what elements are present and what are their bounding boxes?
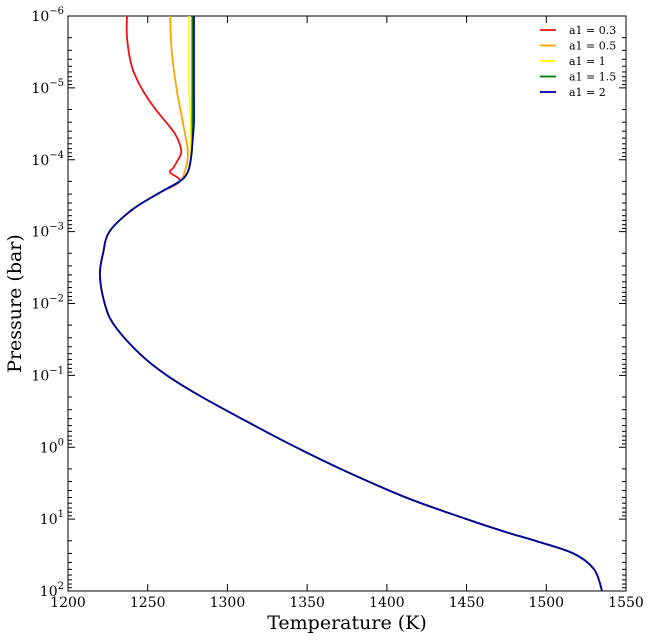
legend-item: a1 = 1.5: [540, 71, 616, 84]
x-tick-label: 1300: [210, 595, 246, 611]
x-tick-label: 1350: [289, 595, 325, 611]
series-line-a1-1: [98, 15, 603, 592]
major-ticks: [67, 15, 627, 592]
legend-label: a1 = 1.5: [569, 71, 616, 84]
plot-frame: [67, 15, 627, 592]
y-tick-label: 10−2: [31, 294, 64, 313]
x-tick-label: 1400: [369, 595, 405, 611]
y-tick-label: 10−1: [31, 365, 64, 384]
x-tick-label: 1450: [449, 595, 485, 611]
y-tick-label: 10−6: [31, 6, 64, 25]
y-tick-label: 10−5: [31, 78, 64, 97]
y-tick-label: 102: [40, 581, 64, 600]
y-axis-title: Pressure (bar): [4, 234, 26, 373]
series-line-a1-2: [98, 16, 603, 592]
x-tick-label: 1500: [528, 595, 564, 611]
legend-label: a1 = 0.5: [569, 40, 616, 53]
x-tick-labels: 1200 1250 1300 1350 1400 1450 1500 1550: [50, 595, 644, 611]
legend-item: a1 = 0.5: [540, 40, 616, 53]
legend-item: a1 = 1: [540, 55, 606, 68]
legend-label: a1 = 0.3: [569, 24, 616, 37]
legend-label: a1 = 1: [569, 55, 606, 68]
x-axis-title: Temperature (K): [267, 612, 427, 634]
minor-ticks: [68, 37, 626, 589]
y-tick-label: 10−4: [31, 150, 64, 169]
curves: [98, 15, 603, 592]
y-tick-label: 10−3: [31, 222, 64, 241]
y-tick-label: 101: [40, 509, 64, 528]
x-tick-label: 1250: [130, 595, 166, 611]
y-tick-labels: 10−6 10−5 10−4 10−3 10−2 10−1 100 101 102: [31, 6, 64, 600]
legend-item: a1 = 0.3: [540, 24, 616, 37]
x-tick-label: 1200: [50, 595, 86, 611]
y-tick-label: 100: [40, 437, 64, 456]
legend-label: a1 = 2: [569, 86, 606, 99]
x-tick-label: 1550: [608, 595, 644, 611]
series-line-a1-0-5: [98, 15, 603, 592]
legend-item: a1 = 2: [540, 86, 606, 99]
series-line-a1-0-3: [98, 15, 603, 592]
legend: a1 = 0.3 a1 = 0.5 a1 = 1 a1 = 1.5 a1 = 2: [540, 24, 616, 99]
series-line-a1-1-5: [98, 16, 603, 592]
